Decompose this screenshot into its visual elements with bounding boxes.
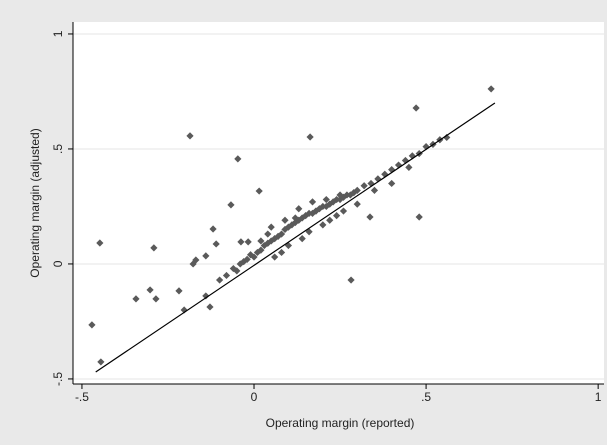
point [97, 358, 105, 366]
point [401, 156, 410, 165]
point [405, 163, 413, 171]
point [291, 214, 299, 222]
x-tick-label: -.5 [75, 390, 89, 404]
point [347, 276, 355, 284]
point [350, 189, 358, 197]
point [264, 239, 272, 247]
point [209, 225, 217, 233]
point [322, 202, 330, 211]
point [244, 238, 252, 246]
point [388, 179, 396, 188]
point [298, 235, 306, 243]
point [243, 255, 251, 263]
point [222, 271, 231, 280]
point [308, 198, 317, 206]
point [336, 191, 344, 199]
point [326, 200, 334, 208]
point [487, 85, 495, 93]
point [206, 303, 214, 311]
point [186, 132, 194, 140]
point [96, 239, 104, 247]
point [394, 161, 403, 169]
y-axis-title: Operating margin (adjusted) [28, 128, 42, 277]
point [257, 237, 265, 245]
point [264, 230, 272, 238]
point [271, 253, 279, 261]
point [146, 286, 154, 294]
x-tick-label: 1 [595, 390, 602, 404]
point [267, 223, 275, 231]
point [234, 155, 242, 163]
point [277, 230, 286, 238]
point [281, 225, 289, 234]
point [271, 235, 279, 243]
point [240, 258, 248, 266]
point [336, 195, 344, 204]
y-tick-label: -.5 [51, 372, 65, 386]
point [192, 256, 200, 264]
point [370, 186, 379, 194]
point [322, 195, 330, 204]
point [339, 193, 348, 201]
point [233, 267, 241, 275]
point [353, 186, 361, 194]
point [237, 238, 245, 246]
point [250, 253, 258, 261]
point [422, 143, 430, 151]
y-tick-label: .5 [51, 144, 65, 154]
point [255, 187, 263, 195]
x-axis-title: Operating margin (reported) [266, 416, 415, 430]
point [443, 133, 451, 142]
point [319, 221, 327, 229]
x-tick-label: .5 [421, 390, 431, 404]
point [132, 295, 140, 303]
point [295, 205, 303, 213]
point [415, 213, 423, 221]
point [326, 216, 334, 224]
point [360, 182, 368, 190]
point [216, 276, 224, 284]
point [281, 216, 289, 224]
x-tick-label: 0 [251, 390, 258, 404]
y-tick-label: 0 [51, 260, 65, 267]
point [150, 244, 158, 252]
point [288, 221, 296, 229]
point [202, 292, 210, 300]
point [175, 287, 183, 295]
point [312, 207, 320, 215]
plot-area [73, 22, 604, 384]
point [284, 223, 293, 231]
y-tick-label: 1 [51, 30, 65, 37]
point [152, 295, 160, 303]
fit-line [95, 102, 496, 373]
point [274, 232, 282, 240]
point [236, 260, 244, 268]
point [202, 252, 210, 260]
point [333, 212, 341, 220]
point [306, 133, 314, 141]
point [346, 191, 354, 199]
point [412, 104, 420, 112]
point [189, 260, 197, 268]
point [88, 321, 96, 329]
point [277, 248, 286, 257]
point [260, 241, 268, 250]
point [339, 207, 348, 215]
point [257, 246, 265, 254]
point [353, 200, 361, 208]
point [212, 240, 220, 248]
point [227, 201, 235, 209]
point [366, 213, 374, 221]
point [267, 237, 275, 245]
